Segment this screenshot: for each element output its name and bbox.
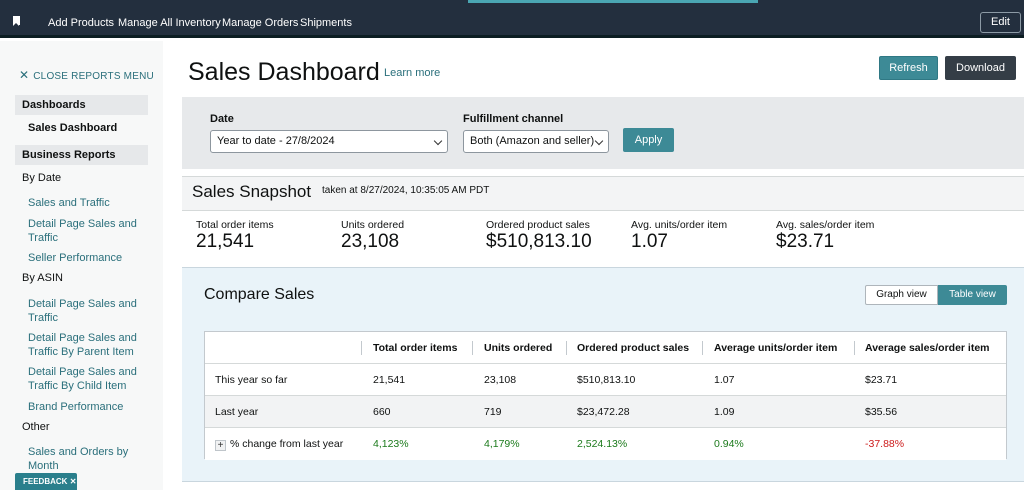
date-select-value: Year to date - 27/8/2024 [217,135,335,147]
table-cell: $23,472.28 [577,406,630,418]
download-button[interactable]: Download [945,56,1016,80]
percent-change-label: % change from last year [230,438,344,450]
expand-plus-icon[interactable]: + [215,440,226,451]
sidebar-group-dashboards: Dashboards [15,95,148,115]
sidebar-label-other: Other [22,421,50,433]
sidebar-label-by-asin: By ASIN [22,272,63,284]
metric-label-units-ordered: Units ordered [341,219,405,231]
column-divider [361,341,362,355]
column-header-average-sales-per-order-item: Average sales/order item [865,342,990,354]
edit-button[interactable]: Edit [980,12,1021,33]
fulfillment-channel-label: Fulfillment channel [463,113,564,125]
top-navigation-bar: Add Products Manage All Inventory Manage… [0,0,1024,38]
table-cell: $510,813.10 [577,374,636,386]
reports-sidebar [0,41,163,490]
column-divider [702,341,703,355]
metric-value-avg-sales-per-order-item: $23.71 [776,231,835,252]
table-cell: 4,179% [484,438,520,450]
row-label-percent-change[interactable]: + % change from last year [215,428,343,460]
nav-add-products[interactable]: Add Products [48,17,115,29]
metric-value-avg-units-per-order-item: 1.07 [631,231,668,252]
metric-value-units-ordered: 23,108 [341,231,400,252]
close-reports-menu-button[interactable]: ✕ CLOSE REPORTS MENU [19,68,154,82]
table-view-toggle[interactable]: Table view [938,285,1007,305]
table-cell: $35.56 [865,406,898,418]
column-header-units-ordered: Units ordered [484,342,553,354]
column-header-average-units-per-order-item: Average units/order item [714,342,838,354]
sidebar-label-by-date: By Date [22,172,62,184]
table-cell: 2,524.13% [577,438,628,450]
table-cell: 0.94% [714,438,744,450]
nav-manage-orders[interactable]: Manage Orders [222,17,299,29]
column-header-total-order-items: Total order items [373,342,458,354]
chevron-down-icon [594,136,604,146]
metric-value-total-order-items: 21,541 [196,231,255,252]
snapshot-header [182,176,1024,211]
row-label-last-year: Last year [215,406,259,418]
table-cell: $23.71 [865,374,898,386]
close-icon: ✕ [19,68,30,82]
sidebar-item-asin-by-parent-item[interactable]: Detail Page Sales and Traffic By Parent … [28,332,137,358]
close-icon: ✕ [69,477,77,486]
refresh-button[interactable]: Refresh [879,56,938,80]
table-cell: 21,541 [373,374,406,386]
snapshot-timestamp: taken at 8/27/2024, 10:35:05 AM PDT [322,185,490,196]
fulfillment-channel-select[interactable]: Both (Amazon and seller) [463,130,609,153]
sidebar-item-sales-and-traffic[interactable]: Sales and Traffic [28,197,110,209]
bookmark-icon[interactable] [13,16,20,26]
table-row: + % change from last year 4,123% 4,179% 2… [205,428,1006,460]
table-cell: 719 [484,406,502,418]
compare-sales-title: Compare Sales [204,286,315,303]
sidebar-item-brand-performance[interactable]: Brand Performance [28,401,124,413]
date-filter-label: Date [210,113,234,125]
page-title: Sales Dashboard [188,58,380,86]
sidebar-item-seller-performance[interactable]: Seller Performance [28,252,123,264]
row-label-this-year: This year so far [215,374,288,386]
date-select[interactable]: Year to date - 27/8/2024 [210,130,448,153]
sidebar-item-sales-and-orders-by-month[interactable]: Sales and Orders by Month [28,446,129,472]
metric-label-total-order-items: Total order items [196,219,274,231]
table-cell: -37.88% [865,438,905,450]
nav-shipments[interactable]: Shipments [300,17,352,29]
table-row: Last year 660 719 $23,472.28 1.09 $35.56 [205,396,1006,428]
feedback-label: FEEDBACK [23,477,68,486]
feedback-button[interactable]: FEEDBACK ✕ [15,473,77,490]
top-accent-strip [468,0,758,3]
apply-button[interactable]: Apply [623,128,674,152]
table-cell: 23,108 [484,374,517,386]
column-divider [566,341,567,355]
sidebar-item-asin-detail-page-sales-and-traffic[interactable]: Detail Page Sales and Traffic [28,298,137,324]
table-cell: 4,123% [373,438,409,450]
nav-manage-all-inventory[interactable]: Manage All Inventory [118,17,221,29]
column-divider [854,341,855,355]
chevron-down-icon [433,136,443,146]
metric-value-ordered-product-sales: $510,813.10 [486,231,592,252]
learn-more-link[interactable]: Learn more [384,67,441,79]
table-cell: 1.09 [714,406,735,418]
column-divider [472,341,473,355]
sidebar-item-sales-dashboard[interactable]: Sales Dashboard [28,122,118,134]
column-header-ordered-product-sales: Ordered product sales [577,342,690,354]
table-cell: 1.07 [714,374,735,386]
close-reports-menu-label: CLOSE REPORTS MENU [33,71,154,82]
metric-label-ordered-product-sales: Ordered product sales [486,219,590,231]
metric-label-avg-units-per-order-item: Avg. units/order item [631,219,728,231]
fulfillment-channel-value: Both (Amazon and seller) [470,135,595,147]
graph-view-toggle[interactable]: Graph view [865,285,938,305]
metric-label-avg-sales-per-order-item: Avg. sales/order item [776,219,875,231]
table-row: This year so far 21,541 23,108 $510,813.… [205,364,1006,396]
table-cell: 660 [373,406,391,418]
sidebar-item-asin-by-child-item[interactable]: Detail Page Sales and Traffic By Child I… [28,366,137,392]
sidebar-item-detail-page-sales-and-traffic[interactable]: Detail Page Sales and Traffic [28,218,137,244]
compare-sales-table: Total order items Units ordered Ordered … [204,331,1007,460]
sidebar-group-business-reports: Business Reports [15,145,148,165]
sales-snapshot-title: Sales Snapshot [192,182,312,201]
table-header-row: Total order items Units ordered Ordered … [205,332,1006,364]
